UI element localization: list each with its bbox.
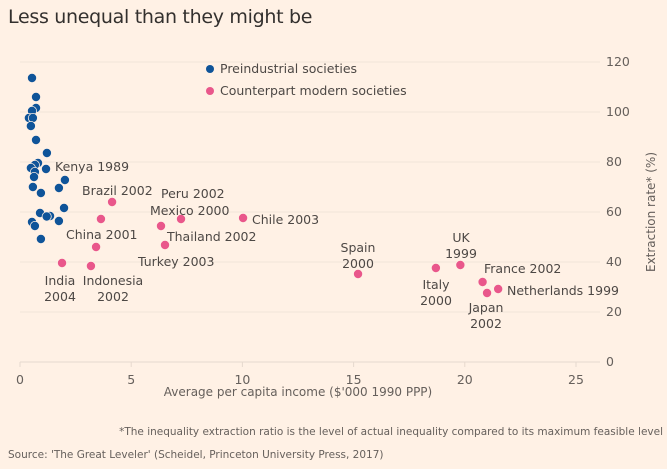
modern-point [176,213,187,224]
footnote: *The inequality extraction ratio is the … [119,426,663,438]
preindustrial-point [29,220,40,231]
preindustrial-point [41,163,52,174]
point-label: 1999 [445,246,477,261]
point-label: Kenya 1989 [55,159,129,174]
point-label: 2002 [470,316,502,331]
y-tick-label: 0 [606,354,614,369]
point-label: Indonesia [83,273,143,288]
modern-point [107,196,118,207]
point-label: Brazil 2002 [82,183,153,198]
point-label: 2000 [342,256,374,271]
preindustrial-point [59,202,70,213]
preindustrial-point [29,171,40,182]
modern-point [477,276,488,287]
point-label: 2002 [97,289,129,304]
y-tick-label: 100 [606,104,630,119]
point-label: Turkey 2003 [137,254,214,269]
x-axis-ticks: 0 5 10 15 20 25 [16,362,584,387]
preindustrial-point [35,187,46,198]
modern-point [430,262,441,273]
modern-point [57,257,68,268]
y-tick-label: 80 [606,154,622,169]
point-label: 2004 [44,289,76,304]
preindustrial-point [25,121,36,132]
modern-point [85,260,96,271]
legend-marker [206,65,214,73]
y-axis-ticks: 0 20 40 60 80 100 120 [606,54,630,369]
y-axis-label: Extraction rate* (%) [644,152,658,272]
modern-point [91,241,102,252]
point-label: Netherlands 1999 [507,283,619,298]
y-tick-label: 40 [606,254,622,269]
point-label: China 2001 [66,227,138,242]
point-labels: Kenya 1989 Brazil 2002 Peru 2002 Mexico 200… [44,159,619,331]
point-label: UK [452,230,470,245]
preindustrial-point [35,233,46,244]
legend-label: Counterpart modern societies [220,83,407,98]
x-tick-label: 5 [127,372,135,387]
point-label: France 2002 [484,261,561,276]
legend: Preindustrial societies Counterpart moder… [206,61,407,98]
modern-point [238,212,249,223]
preindustrial-point [53,215,64,226]
gridlines [20,61,600,363]
modern-point [493,283,504,294]
point-label: Spain [341,240,376,255]
point-label: Thailand 2002 [166,229,256,244]
modern-point [95,213,106,224]
y-tick-label: 120 [606,54,630,69]
preindustrial-point [27,181,38,192]
modern-point [353,268,364,279]
preindustrial-point [41,211,52,222]
x-tick-label: 15 [346,372,362,387]
legend-marker [206,87,214,95]
x-axis-label: Average per capita income ($'000 1990 PP… [164,385,432,399]
preindustrial-point [41,147,52,158]
preindustrial-point [31,92,42,103]
point-label: India [45,273,76,288]
modern-point [455,259,466,270]
modern-point [482,287,493,298]
preindustrial-point [53,182,64,193]
modern-point [160,239,171,250]
y-tick-label: 60 [606,204,622,219]
preindustrial-point [31,134,42,145]
x-tick-label: 20 [457,372,473,387]
modern-point [156,220,167,231]
x-tick-label: 0 [16,372,24,387]
preindustrial-point [59,174,70,185]
point-label: Chile 2003 [252,212,319,227]
chart-title: Less unequal than they might be [8,6,313,28]
source-note: Source: 'The Great Leveler' (Scheidel, P… [8,449,384,461]
legend-label: Preindustrial societies [220,61,357,76]
point-label: Peru 2002 [161,186,225,201]
point-label: 2000 [420,293,452,308]
data-points [23,73,504,298]
point-label: Mexico 2000 [150,203,229,218]
point-label: Japan [468,300,504,315]
x-tick-label: 25 [568,372,584,387]
x-tick-label: 10 [234,372,250,387]
preindustrial-point [27,73,38,84]
point-label: Italy [422,277,450,292]
y-tick-label: 20 [606,304,622,319]
